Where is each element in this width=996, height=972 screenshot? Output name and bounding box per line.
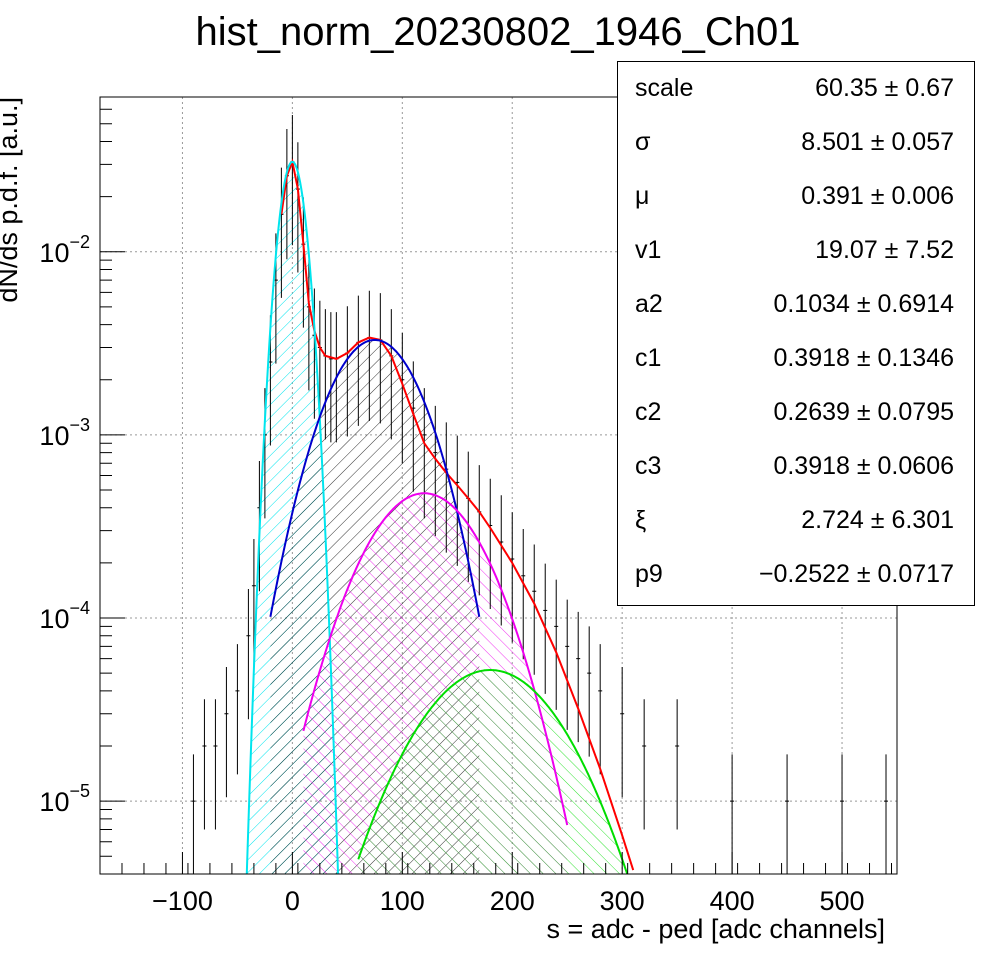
axes: −100 0 100 200 300 400 500 10−5 10−4 10−3 10−2	[39, 96, 893, 916]
stat-row: scale 60.35 ± 0.67	[618, 62, 974, 116]
fit-curves	[245, 158, 635, 874]
stat-name: μ	[635, 182, 650, 210]
y-axis-label: dN/ds p.d.f. [a.u.]	[0, 97, 23, 303]
stat-value: 8.501 ± 0.057	[801, 128, 954, 156]
stat-row: σ 8.501 ± 0.057	[618, 116, 974, 170]
y-tick-label: 10−2	[39, 232, 90, 268]
stat-name: ξ	[635, 506, 647, 534]
stat-name: c3	[635, 452, 662, 480]
fit-component-3-curve	[302, 492, 569, 826]
stat-name: p9	[635, 560, 663, 588]
stat-name: c2	[635, 398, 662, 426]
stat-name: v1	[635, 236, 662, 264]
fit-component-4-curve	[357, 669, 629, 874]
x-axis-label: s = adc - ped [adc channels]	[547, 914, 885, 944]
fit-component-1-curve	[245, 160, 340, 874]
y-tick-label: 10−5	[39, 781, 90, 817]
fit-component-4-fill	[358, 670, 634, 874]
stat-row: c3 0.3918 ± 0.0606	[618, 440, 974, 494]
stat-row: μ 0.391 ± 0.006	[618, 170, 974, 224]
x-tick-label: 400	[710, 886, 755, 916]
x-tick-label: 0	[285, 886, 300, 916]
stat-row: p9 −0.2522 ± 0.0717	[618, 548, 974, 602]
fit-component-2-curve	[269, 338, 481, 617]
stat-value: 0.2639 ± 0.0795	[773, 398, 954, 426]
stat-row: a2 0.1034 ± 0.6914	[618, 278, 974, 332]
fit-stats-box: scale 60.35 ± 0.67 σ 8.501 ± 0.057 μ 0.391 ± …	[617, 61, 975, 606]
x-tick-label: 100	[380, 886, 425, 916]
x-tick-label: 500	[820, 886, 865, 916]
chart-title: hist_norm_20230802_1946_Ch01	[195, 10, 801, 54]
stat-value: 60.35 ± 0.67	[815, 74, 954, 102]
stat-value: 0.3918 ± 0.1346	[773, 344, 954, 372]
stat-row: c2 0.2639 ± 0.0795	[618, 386, 974, 440]
stat-value: −0.2522 ± 0.0717	[758, 560, 954, 588]
stat-value: 2.724 ± 6.301	[801, 506, 954, 534]
stat-name: σ	[635, 128, 651, 156]
fit-component-0-curve	[280, 158, 635, 871]
stat-name: c1	[635, 344, 662, 372]
data-histogram	[191, 115, 889, 874]
stat-row: ξ 2.724 ± 6.301	[618, 494, 974, 548]
stat-value: 0.3918 ± 0.0606	[773, 452, 954, 480]
fit-component-fills	[245, 161, 634, 874]
stat-name: a2	[635, 290, 663, 318]
stat-value: 0.391 ± 0.006	[801, 182, 954, 210]
stat-row: v1 19.07 ± 7.52	[618, 224, 974, 278]
x-tick-label: 300	[600, 886, 645, 916]
y-tick-label: 10−4	[39, 598, 90, 634]
stat-value: 19.07 ± 7.52	[815, 236, 954, 264]
stat-name: scale	[635, 74, 694, 102]
y-tick-label: 10−3	[39, 415, 90, 451]
stat-value: 0.1034 ± 0.6914	[773, 290, 954, 318]
x-tick-label: −100	[152, 886, 213, 916]
x-tick-label: 200	[490, 886, 535, 916]
stat-row: c1 0.3918 ± 0.1346	[618, 332, 974, 386]
